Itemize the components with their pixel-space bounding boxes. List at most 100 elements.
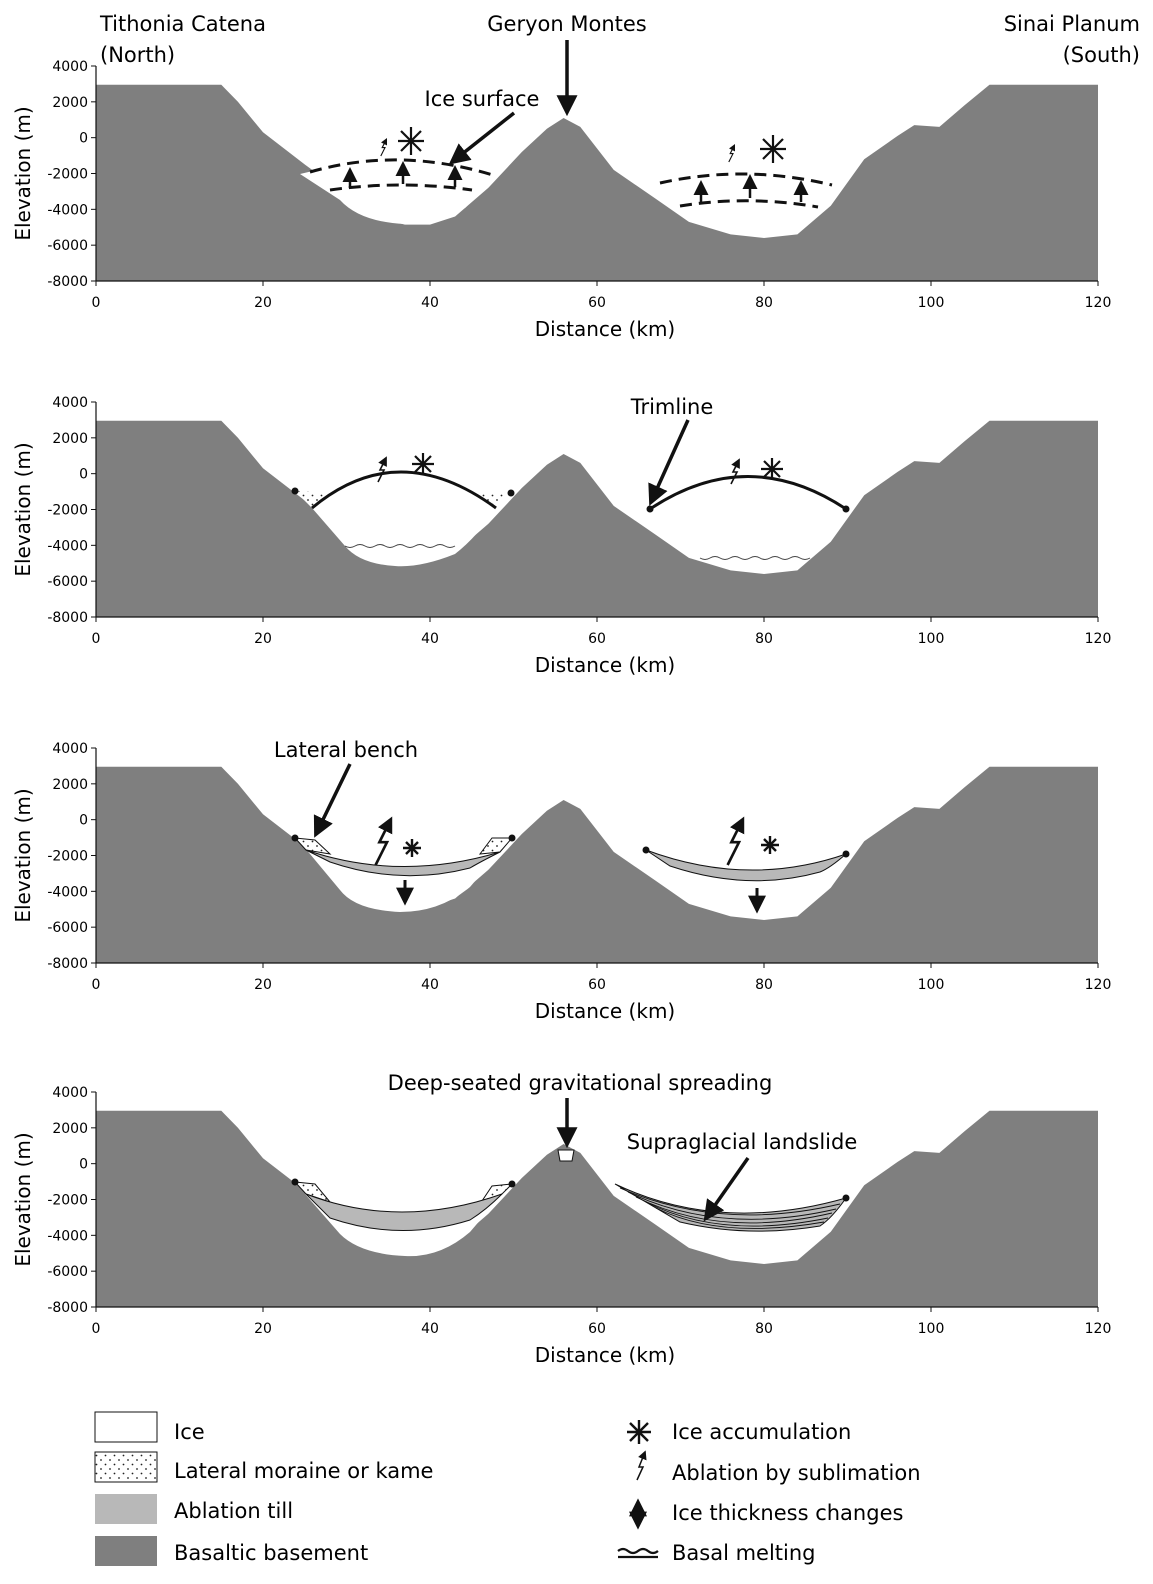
x-tick-label: 20 bbox=[254, 295, 272, 311]
trimline-arrow bbox=[648, 419, 690, 506]
panel-2-features: Trimline bbox=[291, 395, 850, 572]
legend-label-basal-melting: Basal melting bbox=[672, 1541, 816, 1565]
y-tick-label: 2000 bbox=[52, 1121, 88, 1137]
legend-swatch-basement bbox=[95, 1536, 157, 1566]
x-tick-label: 0 bbox=[92, 977, 101, 993]
ice-surface-upper-north bbox=[309, 158, 497, 178]
ablation-sublimation-icon bbox=[728, 143, 736, 163]
y-axis-title: Elevation (m) bbox=[11, 1132, 35, 1266]
x-tick-label: 120 bbox=[1085, 631, 1112, 647]
x-tick-label: 40 bbox=[421, 295, 439, 311]
y-tick-label: -2000 bbox=[47, 167, 88, 183]
ice-accumulation-icon bbox=[412, 453, 434, 475]
ablation-till-south bbox=[645, 849, 847, 882]
trimline-point bbox=[842, 505, 850, 513]
x-tick-label: 120 bbox=[1085, 977, 1112, 993]
y-axis-title: Elevation (m) bbox=[11, 106, 35, 240]
x-tick-label: 40 bbox=[421, 977, 439, 993]
legend-label-sublimation: Ablation by sublimation bbox=[672, 1461, 921, 1485]
y-tick-label: -6000 bbox=[47, 1264, 88, 1280]
y-tick-label: 0 bbox=[79, 1157, 88, 1173]
trimline-point bbox=[646, 505, 654, 513]
basaltic-basement bbox=[96, 84, 1098, 281]
x-axis-title: Distance (km) bbox=[535, 317, 675, 341]
legend-label-basement: Basaltic basement bbox=[174, 1541, 368, 1565]
legend-swatch-moraine bbox=[94, 1451, 158, 1483]
south-ice-dome bbox=[650, 476, 846, 572]
x-axis-title: Distance (km) bbox=[535, 653, 675, 677]
y-tick-label: 4000 bbox=[52, 59, 88, 75]
x-tick-label: 0 bbox=[92, 295, 101, 311]
x-tick-label: 60 bbox=[588, 631, 606, 647]
y-tick-label: -4000 bbox=[47, 202, 88, 218]
y-tick-label: -2000 bbox=[47, 1193, 88, 1209]
x-axis-title: Distance (km) bbox=[535, 1343, 675, 1367]
north-ice-dome bbox=[312, 472, 496, 567]
basal-melting-north bbox=[344, 544, 456, 548]
ablation-sublimation-icon bbox=[377, 456, 387, 483]
ice-accumulation-icon bbox=[760, 135, 786, 163]
ablation-till-north bbox=[305, 849, 501, 877]
y-tick-label: 0 bbox=[79, 813, 88, 829]
legend: Ice Lateral moraine or kame Ablation til… bbox=[94, 1411, 921, 1566]
header-right-title: Sinai Planum bbox=[1004, 12, 1140, 36]
south-ice-dome-surface bbox=[649, 475, 847, 511]
lateral-bench-north-left bbox=[293, 837, 332, 855]
lateral-bench-north-right bbox=[478, 837, 514, 855]
basal-melting-south bbox=[699, 556, 811, 560]
y-tick-label: -6000 bbox=[47, 574, 88, 590]
ablation-sublimation-icon bbox=[730, 458, 740, 485]
legend-swatch-till bbox=[95, 1494, 157, 1524]
x-tick-label: 60 bbox=[588, 1321, 606, 1337]
y-tick-label: -4000 bbox=[47, 1228, 88, 1244]
y-tick-label: 4000 bbox=[52, 1085, 88, 1101]
lateral-bench-label: Lateral bench bbox=[274, 738, 418, 762]
basaltic-basement bbox=[96, 1110, 1098, 1307]
dsgs-graben bbox=[557, 1149, 575, 1162]
moraine-point bbox=[842, 850, 850, 858]
x-tick-label: 80 bbox=[755, 977, 773, 993]
y-tick-label: -2000 bbox=[47, 849, 88, 865]
north-ice-dome-surface bbox=[311, 470, 497, 510]
y-tick-label: 0 bbox=[79, 131, 88, 147]
header-left-title: Tithonia Catena bbox=[99, 12, 266, 36]
landslide-layers bbox=[619, 1187, 841, 1229]
x-tick-label: 100 bbox=[918, 977, 945, 993]
panel-4-features: Deep-seated gravitational spreading Supr… bbox=[291, 1071, 857, 1262]
ablation-sublimation-icon bbox=[374, 816, 393, 866]
ablation-sublimation-icon bbox=[726, 816, 745, 866]
y-tick-label: 4000 bbox=[52, 395, 88, 411]
moraine-point bbox=[291, 834, 299, 842]
x-tick-label: 40 bbox=[421, 631, 439, 647]
x-axis-title: Distance (km) bbox=[535, 999, 675, 1023]
panel-3-features: Lateral bench bbox=[274, 738, 850, 918]
ablation-sublimation-icon bbox=[380, 137, 388, 157]
y-tick-label: 4000 bbox=[52, 741, 88, 757]
x-tick-label: 20 bbox=[254, 1321, 272, 1337]
y-tick-label: -8000 bbox=[47, 1300, 88, 1316]
moraine-point bbox=[642, 846, 650, 854]
legend-swatch-ice bbox=[94, 1411, 158, 1443]
x-tick-label: 100 bbox=[918, 1321, 945, 1337]
legend-label-till: Ablation till bbox=[174, 1499, 293, 1523]
y-tick-label: -8000 bbox=[47, 274, 88, 290]
x-tick-label: 80 bbox=[755, 631, 773, 647]
lateral-bench-arrow bbox=[313, 763, 352, 838]
basaltic-basement bbox=[96, 420, 1098, 617]
thickness-arrows-south bbox=[693, 174, 809, 202]
supraglacial-landslide-debris bbox=[614, 1183, 848, 1232]
y-tick-label: -8000 bbox=[47, 610, 88, 626]
geryon-montes-label: Geryon Montes bbox=[487, 12, 646, 36]
ice-surface-lower-south bbox=[679, 199, 819, 209]
y-tick-label: 0 bbox=[79, 467, 88, 483]
ice-accumulation-icon bbox=[761, 836, 779, 854]
x-tick-label: 120 bbox=[1085, 295, 1112, 311]
ice-accumulation-icon bbox=[398, 127, 424, 155]
x-tick-label: 80 bbox=[755, 1321, 773, 1337]
